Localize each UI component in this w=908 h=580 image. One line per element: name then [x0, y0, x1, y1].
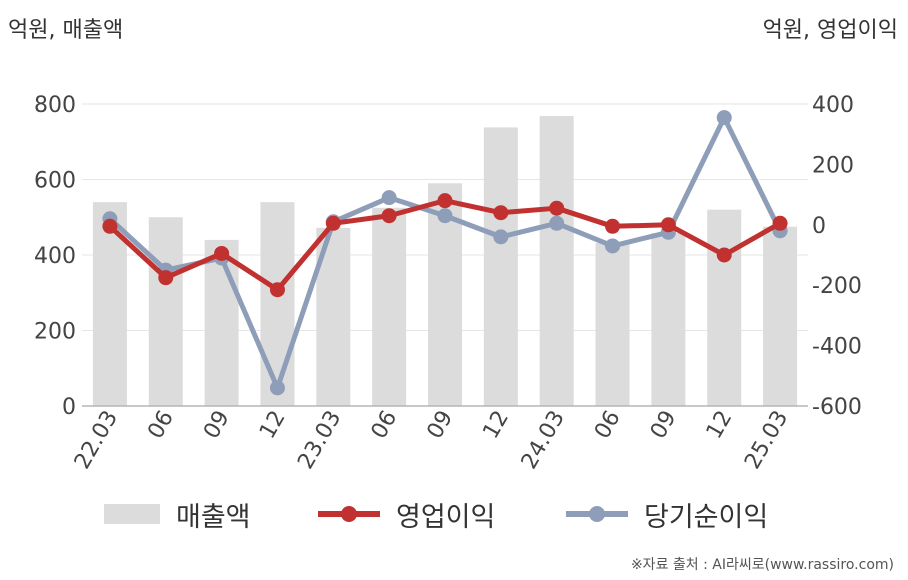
operating-profit-point [493, 205, 509, 221]
y-right-tick-label: -600 [812, 395, 862, 420]
operating-profit-point [716, 247, 732, 263]
revenue-bar [372, 207, 407, 406]
operating-profit-point [772, 215, 788, 231]
operating-profit-point [381, 208, 397, 224]
operating-profit-point [158, 270, 174, 286]
legend-line-swatch-net [566, 504, 628, 524]
legend-bar-swatch [104, 504, 160, 524]
x-tick-label: 12 [255, 407, 291, 444]
revenue-bar [651, 233, 686, 406]
legend-item-revenue: 매출액 [104, 494, 251, 534]
x-tick-label: 23.03 [293, 407, 346, 474]
y-left-tick-label: 200 [34, 320, 76, 345]
x-tick-label: 22.03 [70, 407, 123, 474]
x-tick-label: 12 [478, 407, 514, 444]
revenue-bar [595, 242, 630, 406]
x-tick-label: 24.03 [517, 407, 570, 474]
y-right-tick-label: -400 [812, 335, 862, 360]
x-tick-label: 06 [590, 407, 626, 444]
x-tick-label: 25.03 [740, 407, 793, 474]
net-income-point [437, 208, 453, 224]
revenue-bar [539, 116, 574, 406]
revenue-bar [763, 226, 798, 406]
x-tick-label: 09 [423, 407, 459, 444]
operating-profit-point [325, 215, 341, 231]
y-left-tick-label: 400 [34, 244, 76, 269]
y-left-tick-label: 0 [62, 395, 76, 420]
revenue-bar [148, 217, 183, 406]
x-tick-label: 12 [702, 407, 738, 444]
y-left-tick-label: 600 [34, 169, 76, 194]
operating-profit-point [437, 193, 453, 209]
chart-legend: 매출액 영업이익 당기순이익 [0, 494, 908, 534]
right-axis-unit: 억원, 영업이익 [762, 18, 898, 43]
x-tick-label: 09 [646, 407, 682, 444]
left-axis-unit: 억원, 매출액 [8, 18, 124, 43]
y-right-tick-label: 400 [812, 93, 854, 118]
net-income-point [716, 110, 732, 126]
legend-label-revenue: 매출액 [176, 501, 251, 533]
operating-profit-point [660, 217, 676, 233]
operating-profit-point [102, 218, 118, 234]
operating-profit-point [269, 282, 285, 298]
net-income-point [493, 229, 509, 245]
data-source-note: ※자료 출처 : AI라씨로(www.rassiro.com) [630, 557, 894, 573]
y-left-tick-label: 800 [34, 93, 76, 118]
legend-item-net-income: 당기순이익 [566, 494, 768, 534]
operating-profit-point [549, 200, 565, 216]
revenue-bar [260, 202, 295, 406]
x-tick-label: 06 [367, 407, 403, 444]
legend-label-operating-profit: 영업이익 [396, 501, 496, 533]
revenue-bar [204, 239, 239, 406]
net-income-point [549, 215, 565, 231]
legend-label-net-income: 당기순이익 [644, 501, 769, 533]
legend-line-swatch-op [318, 504, 380, 524]
y-right-tick-label: 0 [812, 214, 826, 239]
net-income-point [381, 190, 397, 206]
net-income-point [269, 380, 285, 396]
net-income-point [605, 238, 621, 254]
operating-profit-point [605, 218, 621, 234]
revenue-bar [483, 127, 518, 406]
y-right-tick-label: -200 [812, 274, 862, 299]
revenue-bar [707, 209, 742, 406]
y-right-tick-label: 200 [812, 153, 854, 178]
x-tick-label: 06 [143, 407, 179, 444]
operating-profit-point [214, 245, 230, 261]
legend-item-operating-profit: 영업이익 [318, 494, 495, 534]
x-tick-label: 09 [199, 407, 235, 444]
